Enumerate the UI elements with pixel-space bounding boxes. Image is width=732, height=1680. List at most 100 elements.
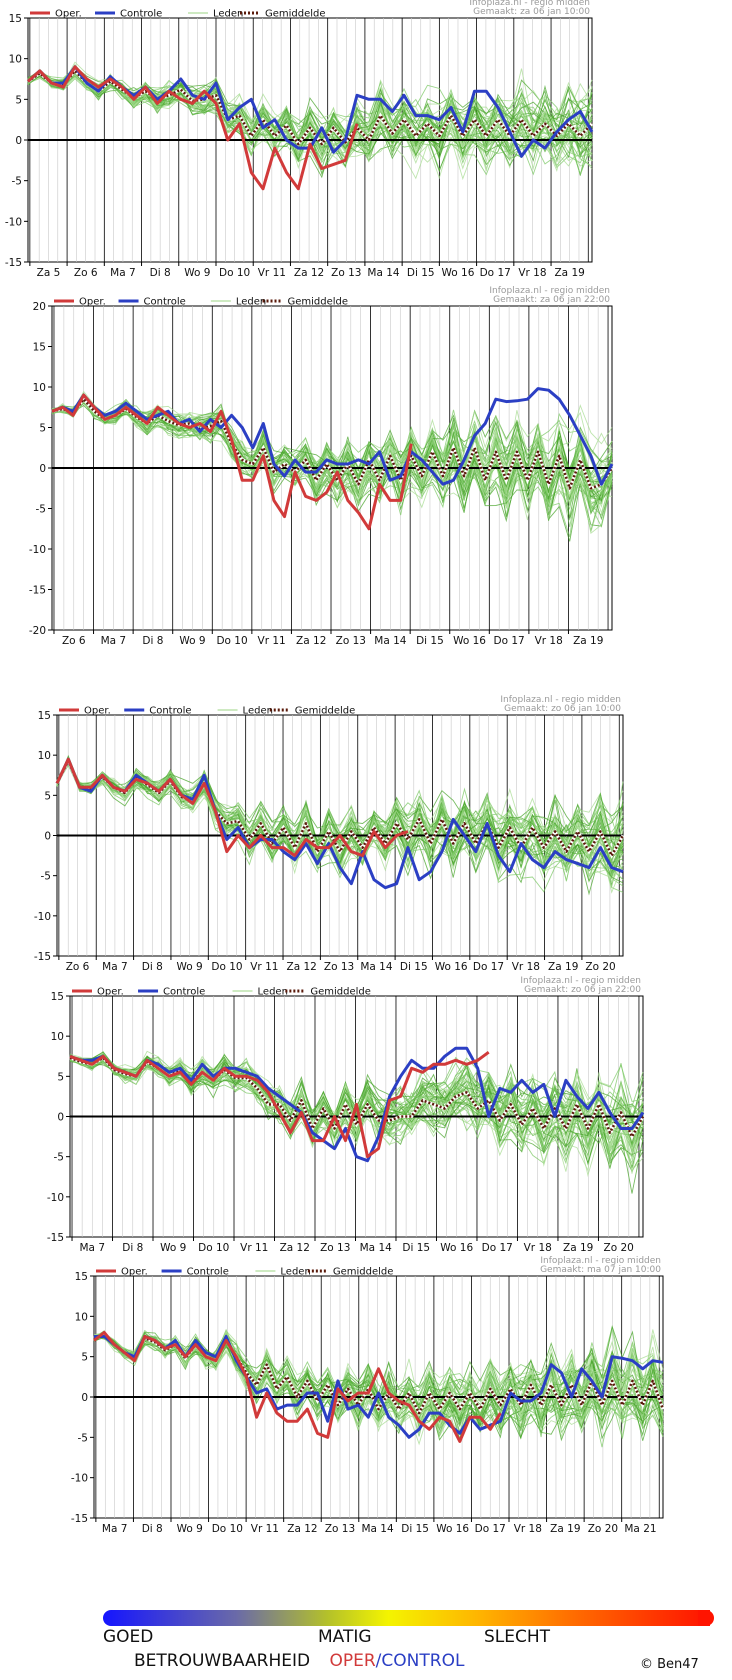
legend-oper-label: Oper.	[84, 706, 111, 717]
x-tick-label: Do 17	[475, 1523, 506, 1535]
x-tick-label: Ma 7	[80, 1242, 106, 1254]
oper-line	[55, 757, 409, 858]
x-tick-label: Wo 16	[453, 635, 486, 647]
x-tick-label: Vr 18	[514, 1523, 542, 1535]
forecast-panel-1: Oper. Controle Leden Gemiddelde Infoplaza.nl…	[0, 0, 732, 298]
y-tick-label: -5	[36, 504, 46, 516]
forecast-panel-4: Oper. Controle Leden Gemiddelde Infoplaza.nl…	[0, 976, 732, 1304]
x-tick-label: Zo 6	[62, 635, 86, 647]
x-tick-label: Za 12	[287, 1523, 317, 1535]
y-tick-label: 0	[39, 463, 46, 475]
legend-leden-label: Leden	[258, 987, 288, 998]
x-tick-label: Do 17	[493, 635, 524, 647]
x-tick-label: Vr 18	[512, 961, 540, 973]
x-tick-label: Di 8	[142, 1523, 163, 1535]
legend: Oper. Controle Leden Gemiddelde	[72, 987, 371, 998]
x-tick-label: Do 10	[216, 635, 247, 647]
scale-title-control: CONTROL	[381, 1651, 465, 1671]
source-label: Infoplaza.nl - regio midden	[500, 695, 621, 705]
x-tick-label: Zo 13	[331, 267, 361, 279]
member-line	[27, 69, 593, 150]
legend-oper-label: Oper.	[79, 297, 106, 308]
oper-line	[51, 393, 413, 531]
reliability-scale-cap	[698, 1610, 714, 1626]
x-tick-label: Wo 9	[177, 961, 203, 973]
scale-title: BETROUWBAARHEID OPER/CONTROL	[134, 1651, 464, 1671]
x-tick-label: Wo 9	[184, 267, 210, 279]
x-tick-label: Zo 13	[336, 635, 366, 647]
y-tick-label: -15	[5, 257, 22, 269]
member-line	[93, 1333, 664, 1442]
forecast-panel-2: Oper. Controle Leden Gemiddelde Infoplaza.nl…	[0, 286, 732, 702]
y-tick-label: 5	[39, 423, 46, 435]
x-tick-label: Wo 9	[179, 635, 205, 647]
x-tick-label: Za 19	[548, 961, 578, 973]
x-tick-label: Do 10	[198, 1242, 229, 1254]
y-tick-label: -5	[78, 1432, 88, 1444]
legend-oper-label: Oper.	[55, 9, 82, 20]
scale-label-goed: GOED	[103, 1627, 154, 1647]
x-tick-label: Za 12	[294, 267, 324, 279]
legend-gemiddelde-label: Gemiddelde	[265, 9, 326, 20]
legend-controle-label: Controle	[149, 706, 191, 717]
member-line	[69, 1055, 644, 1169]
x-tick-label: Do 17	[473, 961, 504, 973]
legend-gemiddelde-label: Gemiddelde	[333, 1267, 394, 1278]
x-tick-label: Di 8	[150, 267, 171, 279]
x-tick-label: Zo 20	[604, 1242, 634, 1254]
x-tick-label: Ma 14	[360, 961, 393, 973]
x-tick-label: Ma 14	[360, 1242, 393, 1254]
member-line	[27, 70, 593, 170]
legend-controle-label: Controle	[187, 1267, 229, 1278]
chart-1-svg: Oper. Controle Leden Gemiddelde Infoplaza.nl…	[5, 0, 594, 279]
x-tick-label: Ma 7	[102, 1523, 128, 1535]
made-label: Gemaakt: za 06 jan 10:00	[473, 7, 590, 17]
y-tick-label: -5	[54, 1152, 64, 1164]
x-tick-label: Za 5	[37, 267, 61, 279]
chart-4-svg: Oper. Controle Leden Gemiddelde Infoplaza.nl…	[47, 976, 645, 1254]
y-tick-label: 10	[38, 750, 51, 762]
x-tick-label: Ma 7	[102, 961, 128, 973]
x-tick-label: Zo 13	[325, 1523, 355, 1535]
x-tick-label: Do 10	[211, 961, 242, 973]
y-tick-label: 10	[33, 382, 46, 394]
x-tick-label: Wo 9	[160, 1242, 186, 1254]
x-tick-label: Ma 21	[624, 1523, 656, 1535]
scale-title-betrouwbaarheid: BETROUWBAARHEID	[134, 1651, 311, 1671]
legend-oper-label: Oper.	[97, 987, 124, 998]
y-tick-label: 0	[57, 1112, 64, 1124]
gemiddelde-line	[69, 1056, 645, 1138]
y-tick-label: 15	[75, 1271, 88, 1283]
made-label: Gemaakt: zo 06 jan 10:00	[504, 704, 621, 714]
chart-4-group: Oper. Controle Leden Gemiddelde Infoplaza.nl…	[47, 976, 645, 1254]
made-label: Gemaakt: za 06 jan 22:00	[493, 295, 610, 305]
x-tick-label: Zo 20	[585, 961, 615, 973]
x-tick-label: Za 19	[554, 267, 584, 279]
y-tick-label: 5	[44, 790, 51, 802]
x-tick-label: Vr 11	[251, 1523, 279, 1535]
x-tick-label: Di 8	[122, 1242, 143, 1254]
x-tick-label: Do 17	[482, 1242, 513, 1254]
legend-gemiddelde-label: Gemiddelde	[310, 987, 371, 998]
controle-line	[51, 387, 614, 486]
legend-leden-label: Leden	[243, 706, 273, 717]
y-tick-label: 15	[33, 342, 46, 354]
scale-label-matig: MATIG	[318, 1627, 372, 1647]
x-tick-label: Vr 18	[524, 1242, 552, 1254]
legend-gemiddelde-label: Gemiddelde	[288, 297, 349, 308]
x-tick-label: Di 15	[400, 961, 428, 973]
y-tick-label: 10	[75, 1311, 88, 1323]
x-tick-label: Vr 18	[535, 635, 563, 647]
y-tick-label: -20	[29, 625, 46, 637]
legend: Oper. Controle Leden Gemiddelde	[96, 1267, 393, 1278]
x-tick-label: Di 8	[142, 635, 163, 647]
y-tick-label: -15	[71, 1513, 88, 1525]
x-tick-label: Do 17	[480, 267, 511, 279]
made-label: Gemaakt: ma 07 jan 10:00	[540, 1265, 661, 1275]
x-tick-label: Za 12	[296, 635, 326, 647]
y-tick-label: -10	[34, 911, 51, 923]
x-tick-label: Di 8	[142, 961, 163, 973]
y-tick-label: -15	[47, 1232, 64, 1244]
x-tick-label: Vr 11	[258, 267, 286, 279]
y-tick-label: 0	[81, 1392, 88, 1404]
